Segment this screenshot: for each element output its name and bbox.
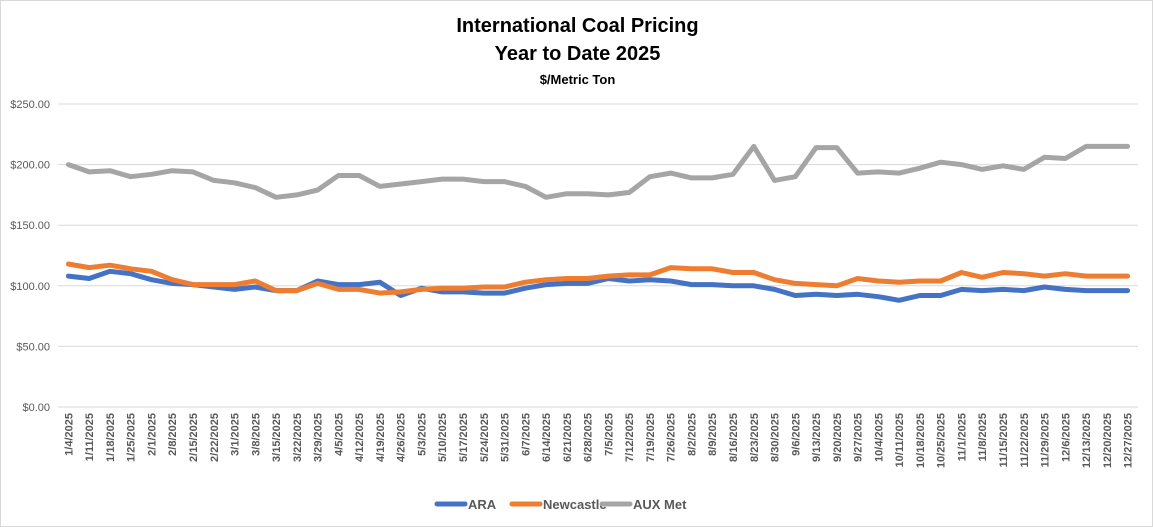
x-tick-label: 6/28/2025 [583, 413, 595, 462]
x-tick-label: 8/30/2025 [770, 413, 782, 462]
x-tick-label: 6/14/2025 [541, 413, 553, 462]
x-tick-label: 3/15/2025 [271, 413, 283, 462]
x-tick-label: 3/29/2025 [313, 413, 325, 462]
x-tick-label: 5/10/2025 [437, 413, 449, 462]
x-tick-label: 11/15/2025 [998, 413, 1010, 467]
x-tick-label: 11/29/2025 [1040, 413, 1052, 467]
x-tick-label: 4/19/2025 [375, 413, 387, 462]
x-tick-label: 4/26/2025 [396, 413, 408, 462]
chart-subtitle: Year to Date 2025 [494, 43, 661, 65]
y-tick-label: $150.00 [10, 220, 50, 232]
x-tick-label: 10/11/2025 [894, 413, 906, 467]
series-line-aux-met [65, 143, 1131, 200]
x-tick-label: 9/6/2025 [790, 413, 802, 456]
x-tick-label: 2/1/2025 [146, 413, 158, 456]
x-tick-label: 8/9/2025 [707, 413, 719, 456]
x-tick-label: 5/17/2025 [458, 413, 470, 462]
x-tick-label: 11/22/2025 [1019, 413, 1031, 467]
chart-title: International Coal Pricing [456, 15, 699, 37]
x-tick-label: 8/2/2025 [686, 413, 698, 456]
y-tick-label: $0.00 [22, 402, 50, 414]
x-tick-label: 5/3/2025 [416, 413, 428, 456]
y-tick-label: $100.00 [10, 281, 50, 293]
series-line-newcastle [65, 261, 1131, 296]
x-tick-label: 12/13/2025 [1081, 413, 1093, 468]
x-tick-label: 2/8/2025 [167, 413, 179, 456]
x-tick-label: 8/23/2025 [749, 413, 761, 462]
x-tick-label: 12/6/2025 [1060, 413, 1072, 462]
x-tick-label: 9/20/2025 [832, 413, 844, 462]
x-tick-label: 7/19/2025 [645, 413, 657, 462]
x-tick-label: 7/5/2025 [603, 413, 615, 456]
x-tick-label: 1/25/2025 [126, 413, 138, 462]
x-tick-label: 10/25/2025 [936, 413, 948, 468]
y-unit-label: $/Metric Ton [539, 72, 616, 87]
x-tick-label: 4/5/2025 [333, 413, 345, 456]
x-tick-label: 9/13/2025 [811, 413, 823, 462]
x-tick-label: 11/1/2025 [956, 413, 968, 461]
x-tick-label: 3/1/2025 [230, 413, 242, 456]
x-tick-label: 6/21/2025 [562, 413, 574, 462]
x-tick-label: 10/18/2025 [915, 413, 927, 468]
x-tick-label: 12/27/2025 [1123, 413, 1135, 468]
x-tick-label: 3/22/2025 [292, 413, 304, 462]
x-tick-label: 4/12/2025 [354, 413, 366, 462]
x-tick-label: 1/4/2025 [63, 413, 75, 456]
x-tick-label: 11/8/2025 [977, 413, 989, 461]
x-tick-label: 5/31/2025 [500, 413, 512, 462]
y-tick-label: $250.00 [10, 99, 50, 111]
x-tick-label: 12/20/2025 [1102, 413, 1114, 468]
x-tick-label: 2/15/2025 [188, 413, 200, 462]
x-tick-label: 5/24/2025 [479, 413, 491, 462]
x-tick-label: 2/22/2025 [209, 413, 221, 462]
x-tick-label: 1/11/2025 [84, 413, 96, 461]
legend-label: AUX Met [633, 497, 687, 512]
legend-label: ARA [468, 497, 497, 512]
series-line-ara [65, 268, 1131, 303]
x-tick-label: 7/26/2025 [666, 413, 678, 462]
x-tick-label: 9/27/2025 [853, 413, 865, 462]
x-tick-label: 7/12/2025 [624, 413, 636, 462]
y-tick-label: $50.00 [16, 341, 50, 353]
x-tick-label: 1/18/2025 [105, 413, 117, 462]
y-tick-label: $200.00 [10, 160, 50, 172]
x-tick-label: 3/8/2025 [250, 413, 262, 456]
x-tick-label: 8/16/2025 [728, 413, 740, 462]
x-tick-label: 6/7/2025 [520, 413, 532, 456]
legend-label: Newcastle [543, 497, 607, 512]
x-tick-label: 10/4/2025 [873, 413, 885, 462]
